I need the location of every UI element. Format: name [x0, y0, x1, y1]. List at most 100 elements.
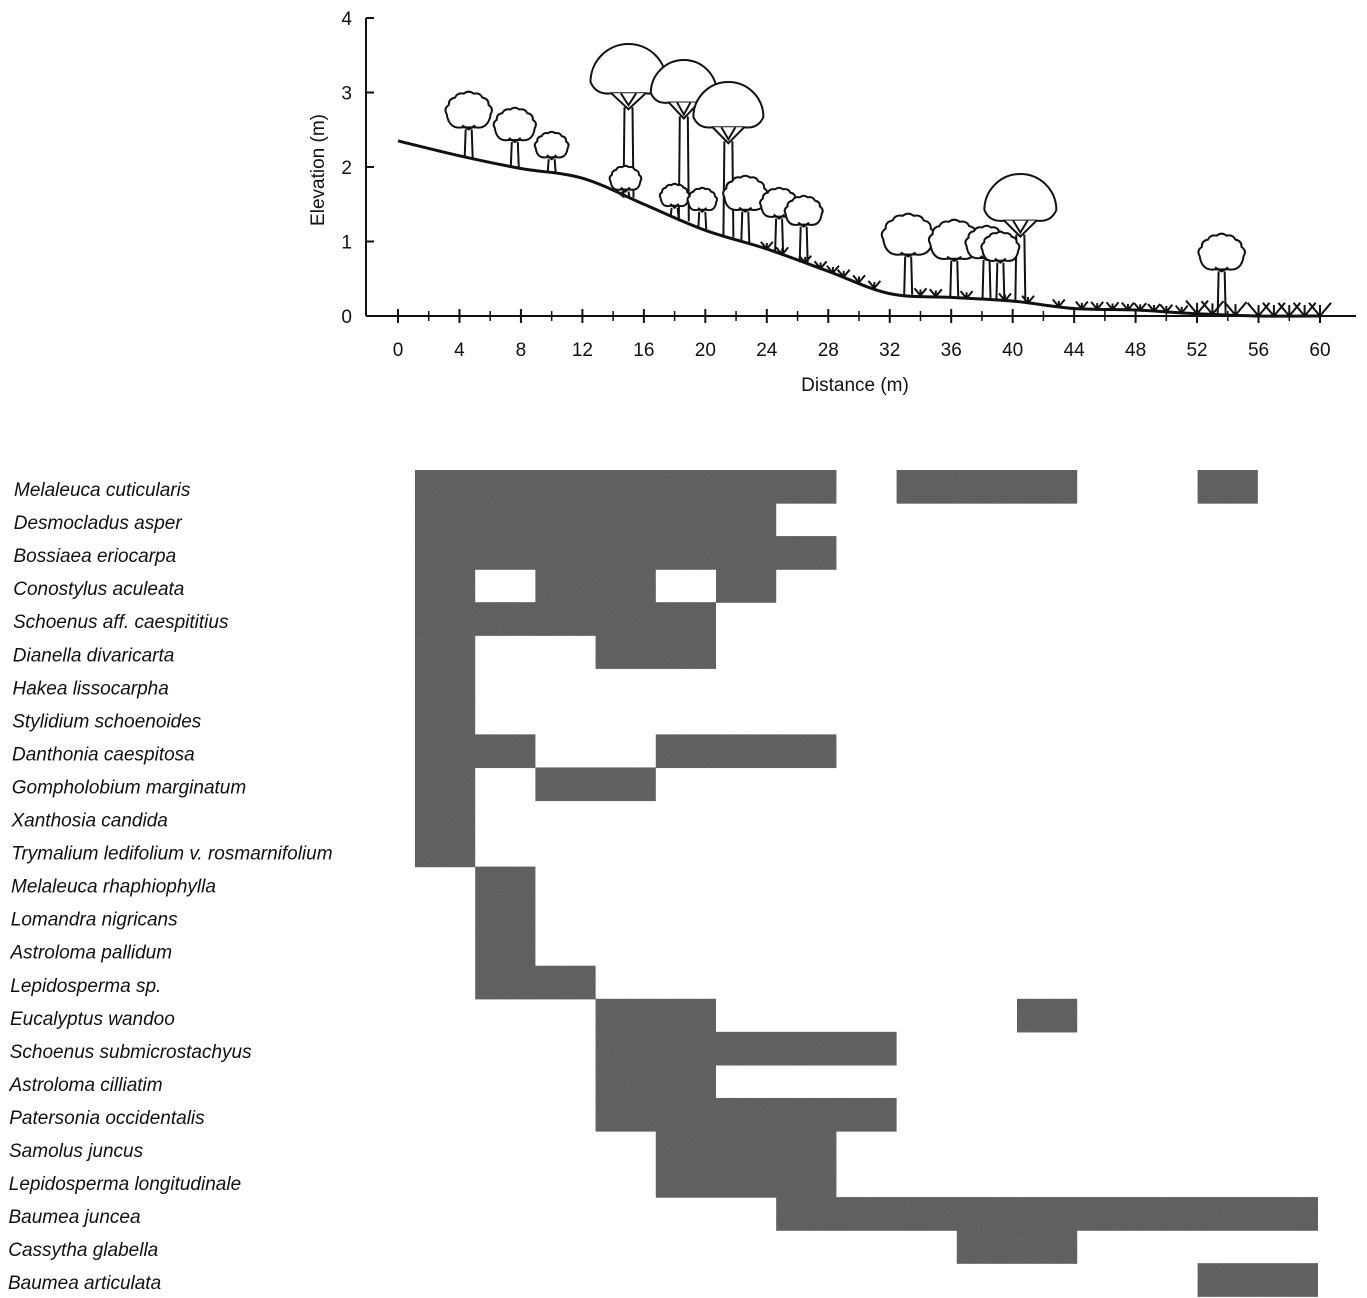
profile-vegetation-drawing — [444, 43, 1332, 318]
tree-illustration — [658, 182, 691, 218]
x-tick-label: 16 — [633, 340, 654, 361]
y-tick-label: 1 — [341, 233, 352, 254]
occurrence-bar — [1197, 470, 1258, 504]
occurrence-bar — [595, 635, 716, 669]
occurrence-bar — [896, 470, 1078, 504]
occurrence-bar — [595, 1064, 716, 1099]
species-label: Conostylus aculeata — [13, 579, 184, 600]
x-tick-label: 0 — [393, 340, 404, 361]
tree-illustration — [444, 90, 493, 158]
x-tick-label: 28 — [818, 340, 839, 361]
tree-illustration — [980, 230, 1021, 301]
species-label: Melaleuca rhaphiophylla — [11, 877, 216, 898]
occurrence-bar — [415, 833, 476, 868]
occurrence-bar — [595, 1097, 897, 1132]
occurrence-bar — [655, 734, 837, 769]
x-axis-title: Distance (m) — [801, 375, 909, 396]
species-label: Lepidosperma longitudinale — [9, 1174, 241, 1195]
x-tick-label: 44 — [1064, 340, 1086, 361]
occurrence-bar — [415, 602, 716, 636]
occurrence-bar — [475, 866, 536, 901]
tree-illustration — [1197, 232, 1246, 315]
y-axis-title: Elevation (m) — [308, 114, 329, 226]
species-label: Schoenus submicrostachyus — [10, 1042, 252, 1063]
sedge-illustration — [913, 287, 928, 298]
y-tick-label: 4 — [341, 9, 352, 30]
occurrence-bar — [776, 1197, 1318, 1231]
sedge-illustration — [1185, 299, 1209, 316]
tree-illustration — [686, 186, 719, 230]
species-label: Hakea lissocarpha — [13, 678, 169, 699]
occurrence-bar — [415, 767, 476, 802]
occurrence-bar — [535, 767, 656, 802]
x-tick-label: 60 — [1309, 340, 1330, 361]
species-label: Danthonia caespitosa — [12, 744, 195, 765]
occurrence-bar — [415, 668, 476, 702]
species-occurrence-panel: Melaleuca cuticularis Desmocladus asper Bo… — [8, 470, 1318, 1297]
species-label: Trymalium ledifolium v. rosmarnifolium — [11, 844, 332, 865]
x-tick-label: 40 — [1002, 340, 1023, 361]
occurrence-bar — [475, 899, 536, 934]
x-tick-label: 52 — [1186, 340, 1207, 361]
species-label: Xanthosia candida — [11, 811, 168, 832]
occurrence-bar — [655, 1131, 837, 1165]
tree-illustration — [880, 212, 936, 295]
x-tick-label: 32 — [879, 340, 900, 361]
species-label: Lepidosperma sp. — [10, 976, 161, 997]
occurrence-bar — [1017, 998, 1078, 1033]
x-tick-label: 24 — [756, 340, 778, 361]
species-label: Gompholobium marginatum — [12, 777, 246, 798]
species-label: Astroloma pallidum — [10, 943, 173, 964]
occurrence-bar — [415, 536, 837, 570]
tree-illustration — [692, 81, 765, 238]
y-tick-label: 2 — [341, 158, 352, 179]
ground-profile-line — [397, 139, 1321, 318]
tree-illustration — [722, 174, 769, 243]
x-tick-label: 48 — [1125, 340, 1146, 361]
species-label: Dianella divaricarta — [13, 645, 175, 666]
occurrence-bar — [1197, 1263, 1318, 1297]
occurrence-bar — [415, 503, 777, 537]
occurrence-bar — [595, 998, 716, 1033]
y-tick-label: 3 — [341, 84, 352, 105]
species-label: Astroloma cilliatim — [9, 1075, 163, 1096]
occurrence-bar — [716, 569, 777, 603]
x-tick-label: 8 — [516, 340, 527, 361]
occurrence-bar — [415, 734, 536, 769]
sedge-illustration — [1262, 302, 1286, 318]
occurrence-bars — [415, 470, 1318, 1297]
species-label: Melaleuca cuticularis — [14, 480, 191, 501]
species-label: Baumea articulata — [8, 1273, 161, 1294]
occurrence-bar — [475, 965, 596, 1000]
species-label: Samolus juncus — [9, 1141, 144, 1162]
occurrence-bar — [535, 569, 656, 603]
sedge-illustration — [1308, 302, 1332, 318]
x-tick-label: 36 — [941, 340, 962, 361]
occurrence-bar — [415, 470, 837, 504]
occurrence-bar — [415, 635, 476, 669]
occurrence-bar — [956, 1230, 1078, 1264]
sedge-illustration — [1292, 302, 1317, 318]
sedge-illustration — [1246, 302, 1271, 318]
y-tick-label: 0 — [341, 307, 352, 328]
occurrence-bar — [415, 569, 476, 603]
species-label: Baumea juncea — [9, 1207, 141, 1228]
species-label: Lomandra nigricans — [11, 910, 178, 931]
species-label: Desmocladus asper — [14, 513, 183, 534]
species-label: Cassytha glabella — [8, 1240, 158, 1261]
x-tick-label: 20 — [695, 340, 716, 361]
occurrence-bar — [475, 932, 536, 967]
occurrence-bar — [415, 800, 476, 835]
x-tick-label: 4 — [454, 340, 465, 361]
tree-illustration — [492, 106, 537, 168]
sedge-illustration — [1277, 302, 1302, 318]
species-label: Stylidium schoenoides — [12, 711, 202, 732]
x-tick-label: 12 — [572, 340, 593, 361]
species-label: Bossiaea eriocarpa — [14, 546, 177, 567]
species-label: Patersonia occidentalis — [9, 1108, 205, 1129]
species-label: Schoenus aff. caespititius — [13, 612, 229, 633]
occurrence-bar — [415, 701, 476, 735]
